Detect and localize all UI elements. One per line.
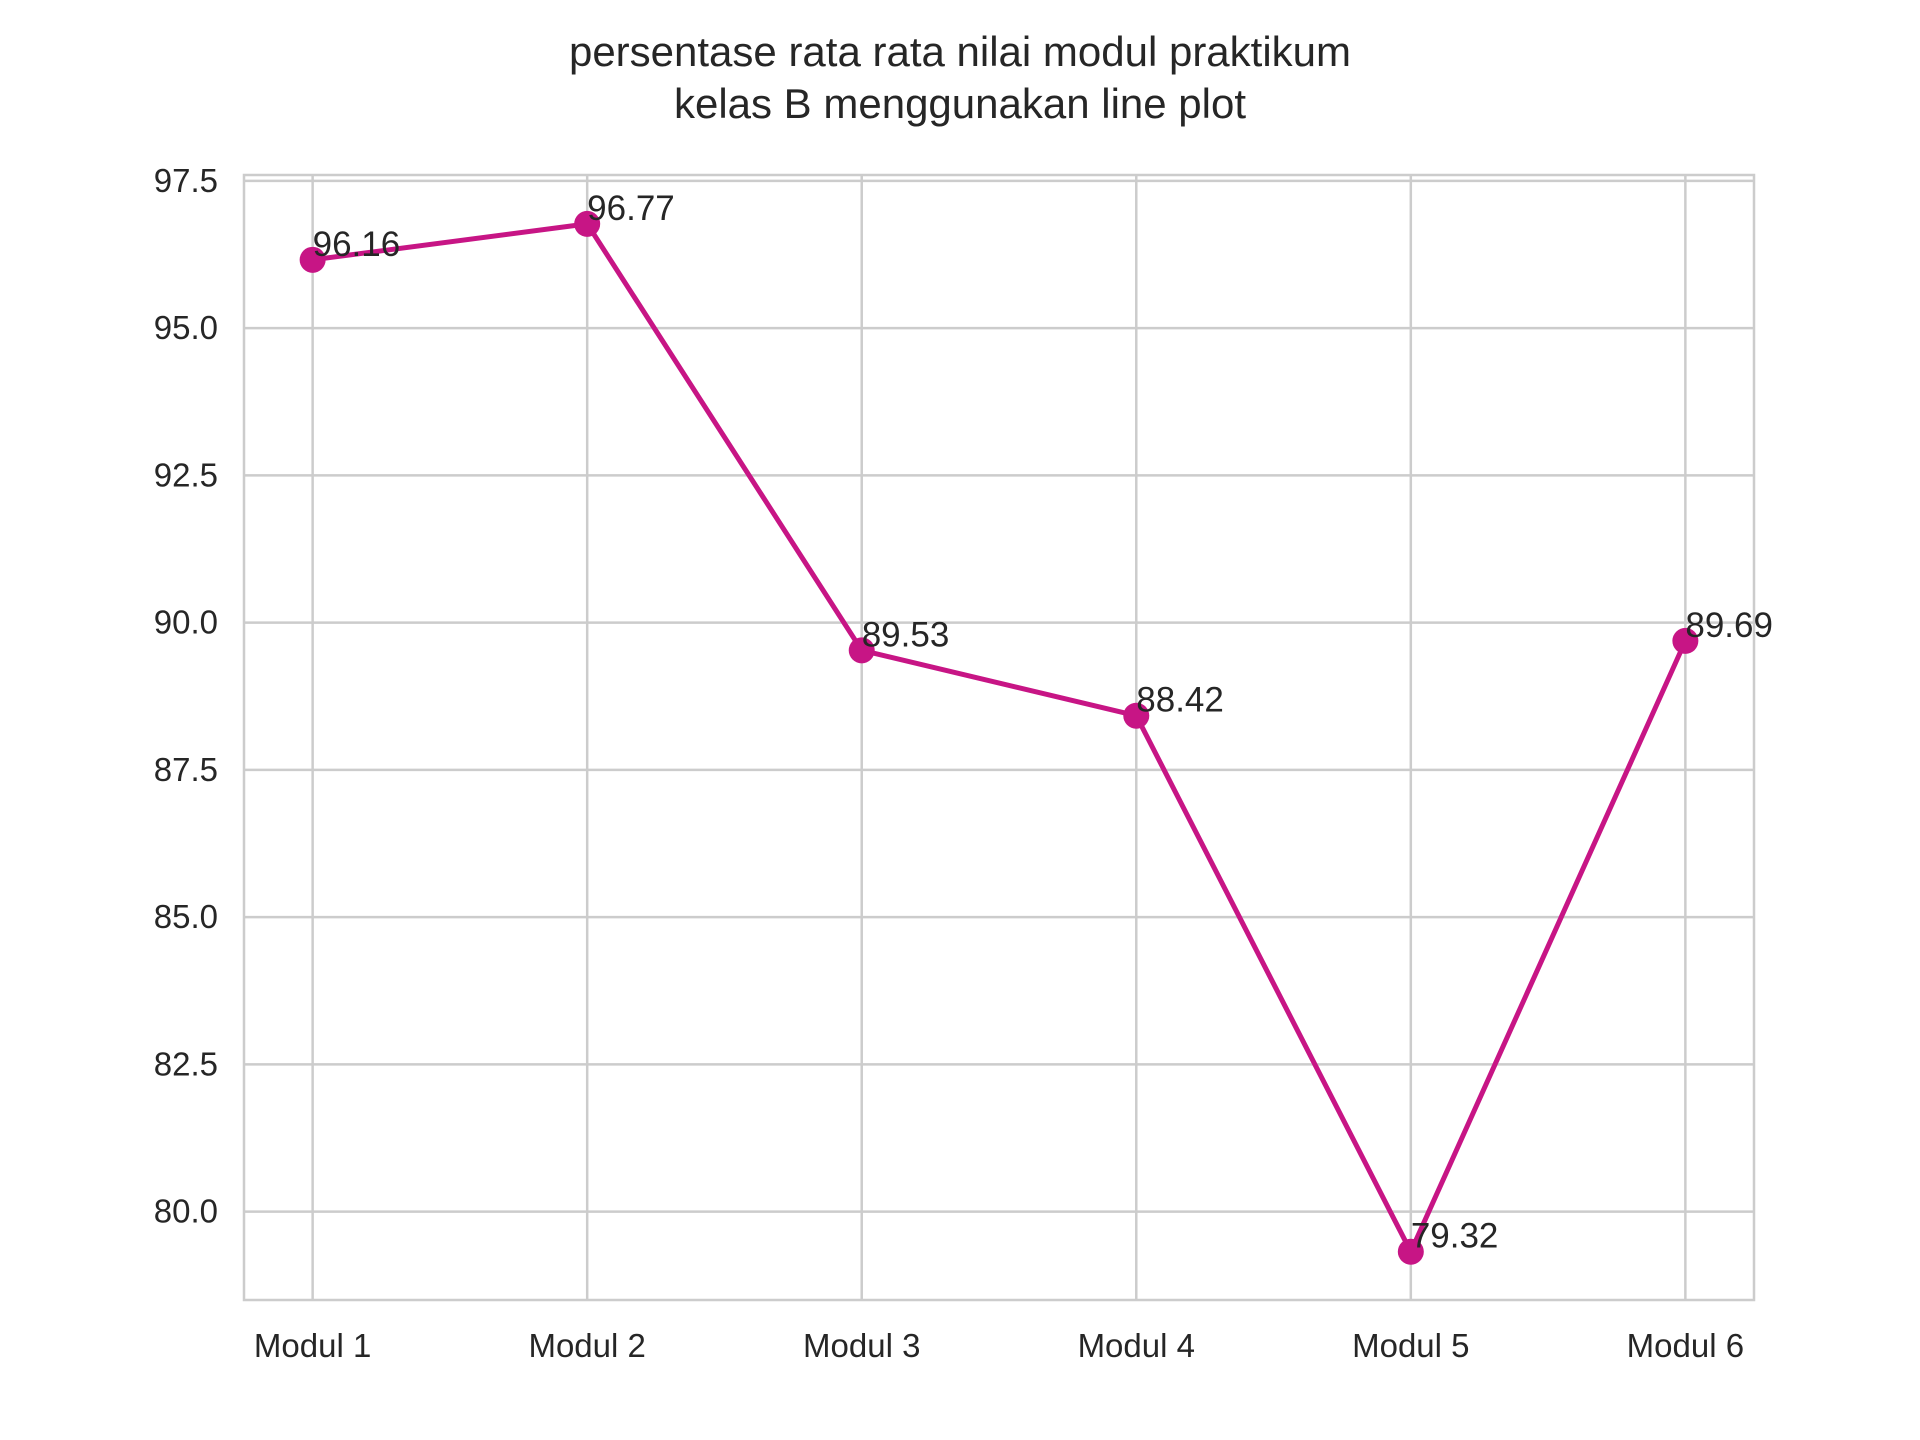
data-point	[1123, 702, 1150, 729]
data-point	[848, 637, 875, 664]
data-label: 89.69	[1685, 606, 1773, 645]
plot-frame	[242, 173, 1756, 1302]
chart-title: persentase rata rata nilai modul praktik…	[569, 28, 1351, 127]
y-tick-label: 97.5	[154, 162, 218, 199]
x-tick-label: Modul 1	[254, 1327, 371, 1364]
series-line	[310, 221, 1688, 1255]
y-tick-label: 82.5	[154, 1045, 218, 1082]
data-label: 96.77	[587, 189, 675, 228]
chart-title-line-2: kelas B menggunakan line plot	[674, 80, 1246, 127]
y-tick-label: 92.5	[154, 456, 218, 493]
y-tick-label: 85.0	[154, 898, 218, 935]
plot-area-border	[242, 173, 1756, 1302]
x-axis-ticks: Modul 1 Modul 2 Modul 3 Modul 4 Modul 5 Modul…	[254, 1327, 1744, 1364]
x-tick-label: Modul 6	[1627, 1327, 1744, 1364]
y-axis-ticks: 80.0 82.5 85.0 87.5 90.0 92.5 95.0 97.5	[154, 162, 218, 1230]
chart-title-line-1: persentase rata rata nilai modul praktik…	[569, 28, 1351, 75]
grid	[244, 175, 1754, 1300]
y-tick-label: 95.0	[154, 309, 218, 346]
data-label: 96.16	[313, 225, 401, 264]
data-point	[299, 246, 326, 273]
y-tick-label: 87.5	[154, 751, 218, 788]
x-tick-label: Modul 2	[528, 1327, 645, 1364]
data-point	[1672, 627, 1699, 654]
data-labels: 96.16 96.77 89.53 88.42 79.32 89.69	[313, 189, 1773, 1256]
data-point	[574, 210, 601, 237]
x-tick-label: Modul 3	[803, 1327, 920, 1364]
data-label: 79.32	[1411, 1217, 1499, 1256]
x-tick-label: Modul 5	[1352, 1327, 1469, 1364]
data-label: 89.53	[862, 615, 950, 654]
series	[299, 210, 1699, 1265]
data-point	[1397, 1238, 1424, 1265]
data-label: 88.42	[1136, 681, 1224, 720]
x-tick-label: Modul 4	[1078, 1327, 1195, 1364]
y-tick-label: 90.0	[154, 604, 218, 641]
y-tick-label: 80.0	[154, 1193, 218, 1230]
